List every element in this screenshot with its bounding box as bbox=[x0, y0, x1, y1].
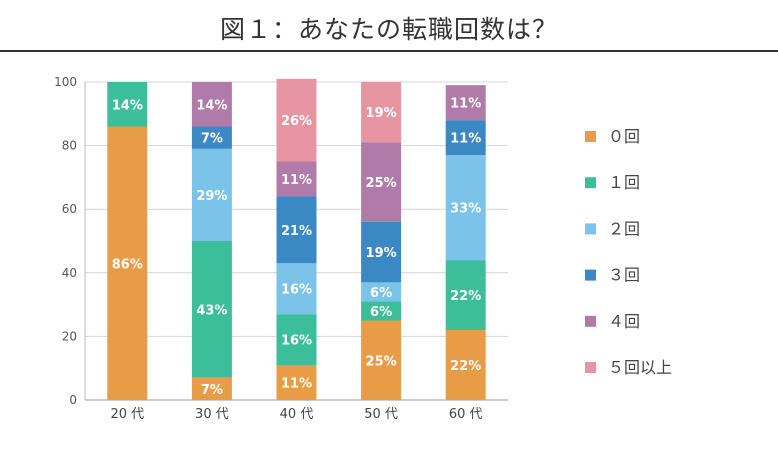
data-label: 14% bbox=[112, 98, 143, 113]
data-label: 6% bbox=[370, 286, 392, 301]
legend-swatch bbox=[585, 315, 596, 327]
data-label: 86% bbox=[112, 257, 143, 272]
bar-segment bbox=[276, 263, 317, 315]
bar-segment bbox=[107, 126, 148, 401]
y-tick-label: 0 bbox=[69, 393, 77, 407]
bar-segment bbox=[276, 365, 317, 400]
y-tick-label: 40 bbox=[62, 266, 77, 280]
data-label: 25% bbox=[366, 176, 397, 191]
bar-segment bbox=[361, 320, 402, 400]
data-label: 16% bbox=[281, 283, 312, 298]
legend-swatch bbox=[585, 131, 596, 142]
legend-label: ２回 bbox=[608, 219, 640, 238]
data-label: 11% bbox=[281, 377, 312, 392]
x-tick-label: 30 代 bbox=[195, 407, 229, 422]
data-label: 25% bbox=[366, 354, 397, 369]
title-underline bbox=[0, 50, 778, 52]
x-tick-label: 40 代 bbox=[280, 407, 314, 422]
x-tick-label: 50 代 bbox=[364, 407, 398, 422]
data-label: 21% bbox=[281, 224, 312, 239]
bar-segment bbox=[361, 221, 402, 283]
data-label: 7% bbox=[201, 383, 223, 398]
y-tick-label: 80 bbox=[62, 139, 77, 153]
data-label: 22% bbox=[450, 359, 481, 374]
chart-title: 図１：あなたの転職回数は？ bbox=[219, 15, 558, 44]
y-tick-label: 60 bbox=[62, 202, 77, 216]
legend-label: ５回以上 bbox=[608, 358, 672, 377]
bar-segment bbox=[445, 120, 486, 156]
bar-segment bbox=[191, 148, 232, 241]
data-label: 26% bbox=[281, 114, 312, 129]
bar-segment bbox=[361, 142, 402, 222]
x-tick-label: 60 代 bbox=[449, 407, 483, 422]
bar-segment bbox=[276, 196, 317, 264]
legend-swatch bbox=[585, 362, 596, 373]
bar-segment bbox=[361, 82, 402, 143]
bar-segment bbox=[445, 85, 486, 121]
data-label: 43% bbox=[196, 303, 227, 318]
bar-segment bbox=[445, 155, 486, 261]
bar-segment bbox=[191, 377, 232, 400]
bar-segment bbox=[276, 161, 317, 197]
legend-label: １回 bbox=[608, 173, 640, 192]
data-label: 19% bbox=[366, 106, 397, 121]
data-label: 19% bbox=[366, 246, 397, 261]
data-label: 7% bbox=[201, 132, 223, 147]
bar-segment bbox=[276, 314, 317, 366]
data-label: 11% bbox=[450, 97, 481, 112]
data-label: 16% bbox=[281, 334, 312, 349]
legend-swatch bbox=[585, 269, 596, 281]
y-tick-label: 100 bbox=[54, 75, 77, 89]
bar-segment bbox=[191, 82, 232, 127]
y-tick-label: 20 bbox=[62, 329, 77, 343]
x-tick-label: 20 代 bbox=[110, 407, 144, 422]
legend-label: ３回 bbox=[608, 266, 640, 285]
bar-segment bbox=[276, 78, 317, 162]
data-label: 29% bbox=[196, 189, 227, 204]
bar-segment bbox=[361, 282, 402, 302]
bar-segment bbox=[361, 301, 402, 321]
data-label: 33% bbox=[450, 202, 481, 217]
data-label: 6% bbox=[370, 305, 392, 320]
bar-segment bbox=[445, 260, 486, 331]
data-label: 11% bbox=[281, 173, 312, 188]
legend-swatch bbox=[585, 223, 596, 235]
data-label: 22% bbox=[450, 289, 481, 304]
bar-segment bbox=[191, 241, 232, 378]
legend-swatch bbox=[585, 177, 596, 189]
legend-label: ０回 bbox=[608, 127, 640, 146]
data-label: 11% bbox=[450, 132, 481, 147]
bar-segment bbox=[191, 126, 232, 149]
data-label: 14% bbox=[196, 98, 227, 113]
bar-segment bbox=[445, 330, 486, 400]
bar-segment bbox=[107, 82, 148, 127]
legend-label: ４回 bbox=[608, 312, 640, 331]
